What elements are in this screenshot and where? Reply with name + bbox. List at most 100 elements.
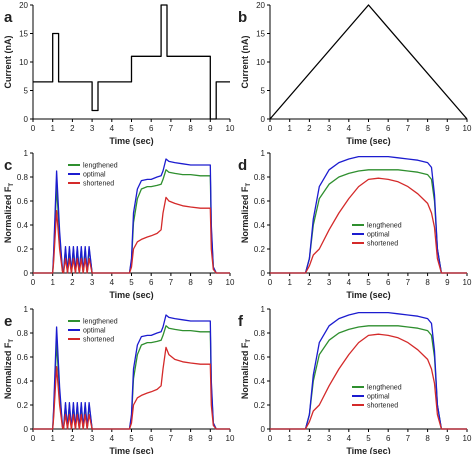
y-axis-label: Normalized FT [240,183,252,244]
y-tick-label: 15 [19,30,28,39]
x-tick-label: 9 [445,124,450,133]
y-tick-label: 0 [24,115,29,124]
x-tick-label: 1 [287,434,292,443]
x-tick-label: 4 [347,124,352,133]
y-axis-label: Normalized FT [3,183,15,244]
y-axis-label: Current (nA) [240,36,250,89]
x-tick-label: 9 [208,278,213,287]
y-tick-label: 1 [261,305,266,314]
x-tick-label: 3 [327,278,332,287]
y-axis-label-subscript: T [246,183,252,187]
x-tick-label: 0 [31,434,36,443]
panel-letter: d [238,157,247,174]
series-group [270,155,467,274]
y-axis-label-text: Normalized F [240,342,250,399]
y-tick-label: 0.8 [254,173,266,182]
x-tick-label: 9 [208,124,213,133]
x-tick-label: 5 [366,434,371,443]
legend-label-shortened: shortened [367,403,398,410]
legend: lengthened optimal shortened [65,314,125,347]
x-tick-label: 6 [149,434,154,443]
series-group [33,158,230,274]
y-axis-label-text: Normalized F [240,186,250,243]
y-tick-label: 0.8 [17,173,29,182]
series-group [269,4,468,120]
y-tick-label: 10 [19,58,28,67]
legend-label-optimal: optimal [83,328,106,335]
y-tick-label: 20 [19,1,28,10]
y-axis-label-text: Current (nA) [3,36,13,89]
x-tick-label: 4 [347,278,352,287]
x-tick-label: 0 [31,278,36,287]
y-tick-label: 10 [256,58,265,67]
y-tick-label: 15 [256,30,265,39]
x-tick-label: 6 [149,278,154,287]
series-line-optimal [270,311,467,430]
series-line-optimal [270,155,467,274]
x-tick-label: 3 [327,124,332,133]
x-tick-label: 7 [169,278,174,287]
x-tick-label: 10 [226,124,235,133]
y-axis-label-subscript: T [9,183,15,187]
legend-label-lengthened: lengthened [83,163,118,170]
panel-letter: f [238,313,244,330]
panel-c: c 0 1 2 3 4 5 6 7 8 9 10 0 0.2 0.4 0.6 0.8 1 Time (sec) Nor… [3,149,235,300]
y-tick-label: 0.4 [17,377,29,386]
x-tick-label: 6 [386,124,391,133]
panel-letter: c [4,157,12,174]
x-tick-label: 10 [463,434,472,443]
series-line-shortened [270,333,467,430]
panel-letter: b [238,9,247,26]
x-tick-label: 9 [445,434,450,443]
y-tick-label: 0.2 [254,245,266,254]
series-line-lengthened [270,169,467,274]
x-tick-label: 2 [70,124,75,133]
x-tick-label: 5 [129,124,134,133]
x-tick-label: 6 [386,278,391,287]
x-tick-label: 7 [169,434,174,443]
y-tick-label: 0 [24,269,29,278]
y-axis-label: Current (nA) [3,36,13,89]
y-tick-label: 0.8 [254,329,266,338]
x-tick-label: 4 [110,124,115,133]
series-line-stimulus-b [269,4,468,120]
y-tick-label: 0.6 [17,197,29,206]
y-tick-label: 0.4 [17,221,29,230]
series-group [270,311,467,430]
y-tick-label: 0 [261,425,266,434]
x-tick-label: 10 [463,124,472,133]
x-tick-label: 9 [445,278,450,287]
x-tick-label: 2 [70,434,75,443]
x-tick-label: 3 [327,434,332,443]
x-tick-label: 1 [287,124,292,133]
y-axis-label-subscript: T [9,339,15,343]
series-line-shortened [33,196,230,274]
x-tick-label: 4 [347,434,352,443]
y-tick-label: 5 [24,87,29,96]
y-tick-label: 5 [261,87,266,96]
panel-letter: e [4,313,12,330]
x-tick-label: 5 [366,124,371,133]
x-tick-label: 10 [226,434,235,443]
y-tick-label: 0.2 [254,401,266,410]
y-tick-label: 0.6 [254,353,266,362]
panel-d: d 0 1 2 3 4 5 6 7 8 9 10 0 0.2 0.4 0.6 0.8 1 Time (sec) Nor… [238,149,472,300]
panel-a: a 0 1 2 3 4 5 6 7 8 9 10 0 5 10 15 20 Time (sec) Current (… [3,1,235,146]
y-tick-label: 0.4 [254,221,266,230]
x-axis-label: Time (sec) [109,446,153,454]
x-axis-label: Time (sec) [346,290,390,300]
x-tick-label: 3 [90,278,95,287]
x-tick-label: 1 [50,124,55,133]
x-tick-label: 5 [129,278,134,287]
x-tick-label: 6 [386,434,391,443]
legend: lengthened optimal shortened [349,380,409,413]
x-tick-label: 8 [425,124,430,133]
legend-label-lengthened: lengthened [367,385,402,392]
series-line-shortened [33,346,230,430]
y-axis-label: Normalized FT [3,339,15,400]
x-tick-label: 9 [208,434,213,443]
x-tick-label: 7 [406,124,411,133]
y-axis-label: Normalized FT [240,339,252,400]
panel-b: b 0 1 2 3 4 5 6 7 8 9 10 0 5 10 15 20 Time (sec) Current (… [238,1,472,146]
